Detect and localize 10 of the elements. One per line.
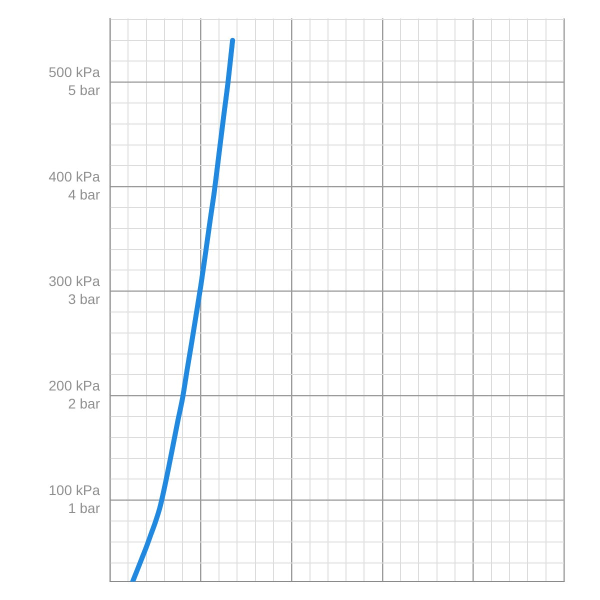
y-tick-label: 500 kPa: [48, 64, 100, 80]
y-tick-label: 200 kPa: [48, 377, 100, 394]
y2-tick-label: 1 bar: [68, 500, 100, 516]
y-tick-label: 100 kPa: [48, 482, 100, 498]
y2-tick-label: 2 bar: [68, 395, 100, 412]
y-tick-label: 400 kPa: [48, 168, 100, 184]
y-tick-label: 300 kPa: [48, 272, 100, 289]
y2-tick-label: 5 bar: [68, 82, 100, 98]
y2-tick-label: 3 bar: [68, 290, 100, 307]
y2-tick-label: 4 bar: [68, 186, 100, 202]
